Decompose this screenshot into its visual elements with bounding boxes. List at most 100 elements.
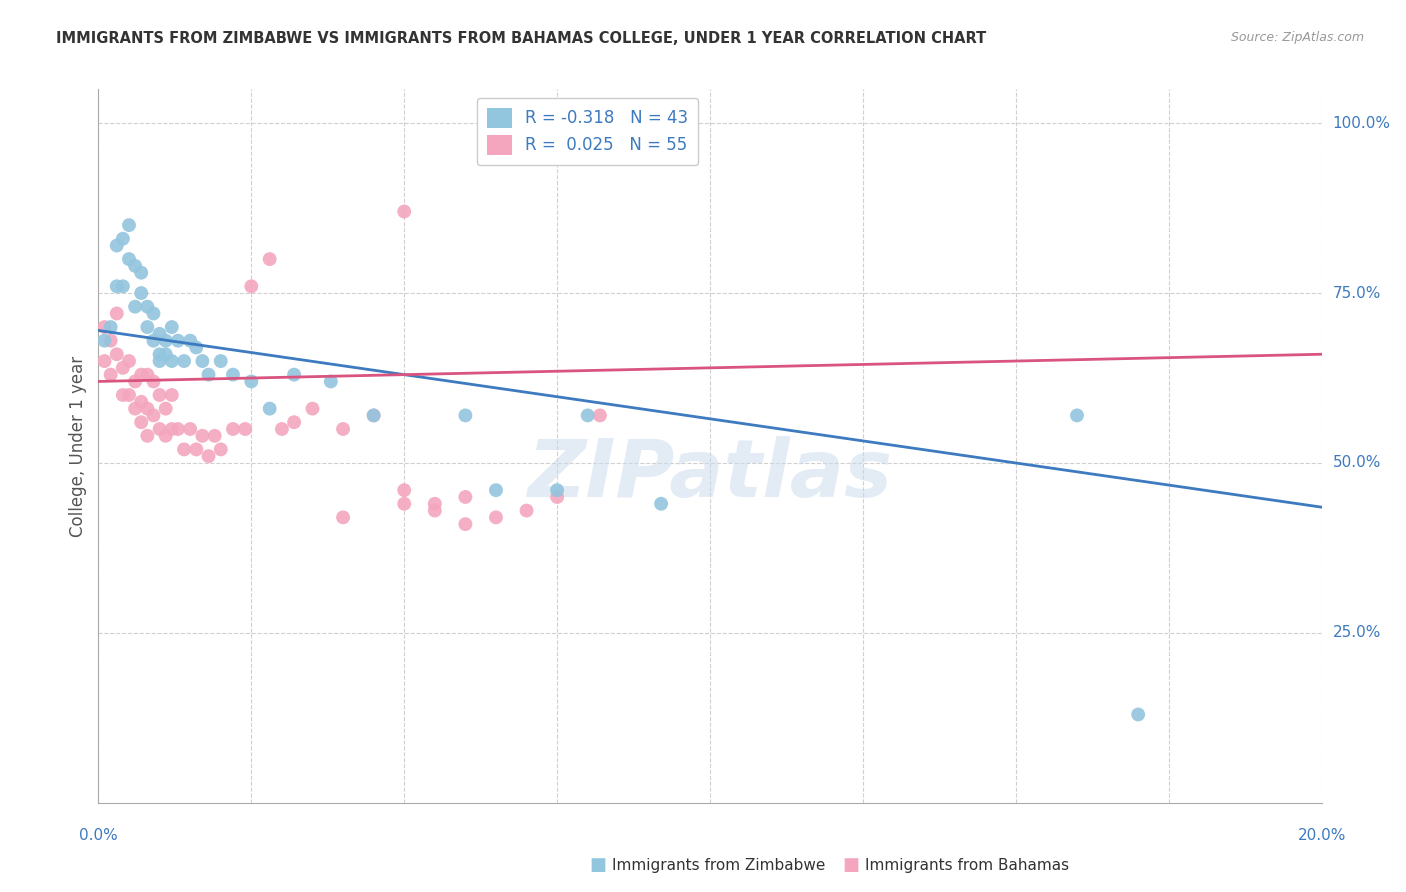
- Point: [319, 375, 342, 389]
- Point: [118, 252, 141, 266]
- Point: [136, 429, 159, 443]
- Point: [155, 429, 177, 443]
- Point: [240, 279, 263, 293]
- Point: [100, 320, 122, 334]
- Point: [100, 334, 122, 348]
- Text: 0.0%: 0.0%: [79, 828, 118, 843]
- Point: [283, 368, 305, 382]
- Point: [392, 204, 416, 219]
- Point: [546, 483, 568, 498]
- Point: [204, 429, 226, 443]
- Text: ZIPatlas: ZIPatlas: [527, 435, 893, 514]
- Point: [392, 497, 416, 511]
- Point: [179, 334, 201, 348]
- Point: [546, 490, 568, 504]
- Point: [516, 503, 538, 517]
- Legend: R = -0.318   N = 43, R =  0.025   N = 55: R = -0.318 N = 43, R = 0.025 N = 55: [477, 97, 699, 165]
- Point: [363, 409, 385, 423]
- Text: 20.0%: 20.0%: [1298, 828, 1346, 843]
- Point: [332, 510, 354, 524]
- Point: [576, 409, 599, 423]
- Point: [124, 401, 146, 416]
- Point: [650, 497, 672, 511]
- Point: [100, 368, 122, 382]
- Text: IMMIGRANTS FROM ZIMBABWE VS IMMIGRANTS FROM BAHAMAS COLLEGE, UNDER 1 YEAR CORREL: IMMIGRANTS FROM ZIMBABWE VS IMMIGRANTS F…: [56, 31, 987, 46]
- Point: [485, 510, 508, 524]
- Point: [186, 442, 208, 457]
- Point: [142, 334, 165, 348]
- Point: [191, 429, 214, 443]
- Point: [105, 279, 128, 293]
- Point: [93, 354, 115, 368]
- Point: [222, 422, 245, 436]
- Point: [160, 354, 183, 368]
- Point: [197, 368, 219, 382]
- Point: [129, 394, 152, 409]
- Point: [363, 409, 385, 423]
- Point: [186, 341, 208, 355]
- Point: [240, 375, 263, 389]
- Text: 100.0%: 100.0%: [1333, 116, 1391, 131]
- Point: [93, 334, 115, 348]
- Point: [179, 422, 201, 436]
- Point: [129, 286, 152, 301]
- Point: [136, 300, 159, 314]
- Point: [160, 388, 183, 402]
- Point: [105, 238, 128, 252]
- Point: [259, 401, 281, 416]
- Point: [392, 483, 416, 498]
- Point: [589, 409, 612, 423]
- Point: [136, 401, 159, 416]
- Point: [454, 517, 477, 532]
- Point: [118, 354, 141, 368]
- Point: [160, 320, 183, 334]
- Point: [301, 401, 323, 416]
- Point: [105, 306, 128, 320]
- Point: [191, 354, 214, 368]
- Point: [270, 422, 292, 436]
- Point: [124, 300, 146, 314]
- Point: [222, 368, 245, 382]
- Text: Immigrants from Bahamas: Immigrants from Bahamas: [865, 858, 1069, 872]
- Point: [149, 422, 172, 436]
- Point: [209, 354, 232, 368]
- Point: [209, 442, 232, 457]
- Point: [93, 320, 115, 334]
- Point: [136, 368, 159, 382]
- Point: [142, 306, 165, 320]
- Text: 50.0%: 50.0%: [1333, 456, 1381, 470]
- Point: [173, 354, 195, 368]
- Point: [142, 375, 165, 389]
- Point: [149, 354, 172, 368]
- Point: [454, 490, 477, 504]
- Point: [129, 266, 152, 280]
- Text: Source: ZipAtlas.com: Source: ZipAtlas.com: [1230, 31, 1364, 45]
- Point: [129, 415, 152, 429]
- Point: [197, 449, 219, 463]
- Point: [111, 279, 134, 293]
- Point: [167, 422, 190, 436]
- Point: [111, 388, 134, 402]
- Point: [118, 388, 141, 402]
- Point: [149, 326, 172, 341]
- Point: [124, 375, 146, 389]
- Text: ■: ■: [589, 856, 606, 874]
- Point: [129, 368, 152, 382]
- Point: [111, 360, 134, 375]
- Text: Immigrants from Zimbabwe: Immigrants from Zimbabwe: [612, 858, 825, 872]
- Point: [259, 252, 281, 266]
- Point: [136, 320, 159, 334]
- Point: [118, 218, 141, 232]
- Text: ■: ■: [842, 856, 859, 874]
- Point: [283, 415, 305, 429]
- Point: [332, 422, 354, 436]
- Point: [149, 347, 172, 361]
- Text: 25.0%: 25.0%: [1333, 625, 1381, 640]
- Point: [155, 347, 177, 361]
- Point: [155, 401, 177, 416]
- Text: 75.0%: 75.0%: [1333, 285, 1381, 301]
- Point: [155, 334, 177, 348]
- Point: [111, 232, 134, 246]
- Point: [167, 334, 190, 348]
- Point: [454, 409, 477, 423]
